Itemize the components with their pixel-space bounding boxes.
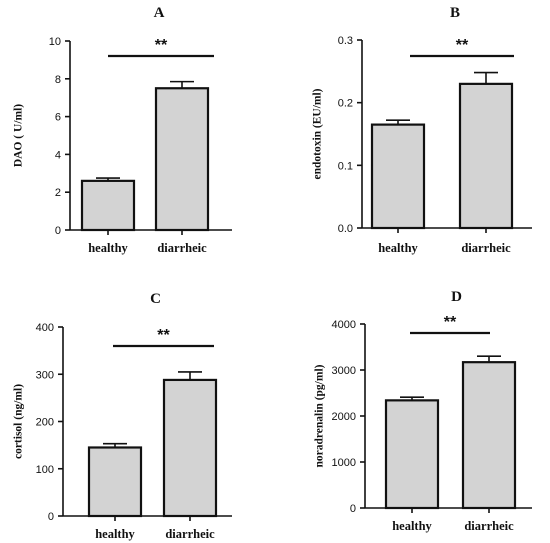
y-tick-label: 3000 <box>332 365 356 377</box>
significance-label: ** <box>456 37 469 54</box>
bar-healthy <box>370 123 426 230</box>
x-category-label: diarrheic <box>157 241 207 255</box>
bar-healthy <box>384 399 440 510</box>
x-category-label: healthy <box>378 241 418 255</box>
y-tick-label: 200 <box>36 417 54 429</box>
x-category-label: healthy <box>88 241 128 255</box>
x-category-label: healthy <box>95 527 135 541</box>
y-tick-label: 0.1 <box>338 160 353 172</box>
bar-healthy <box>80 179 136 232</box>
significance-label: ** <box>157 327 170 344</box>
significance-label: ** <box>155 37 168 54</box>
y-tick-label: 4000 <box>332 319 356 331</box>
y-tick-label: 0 <box>48 511 54 523</box>
bar-healthy <box>87 446 143 518</box>
bar-diarrheic <box>154 87 210 232</box>
y-axis-label: cortisol (ng/ml) <box>13 384 25 459</box>
bar-diarrheic <box>461 361 517 510</box>
bar-diarrheic <box>162 378 218 518</box>
y-tick-label: 10 <box>49 36 61 48</box>
y-tick-label: 4 <box>55 149 61 161</box>
y-tick-label: 400 <box>36 322 54 334</box>
y-tick-label: 0.2 <box>338 98 353 110</box>
panel-letter: D <box>451 289 462 305</box>
y-axis-label: noradrenalin (pg/ml) <box>314 364 326 467</box>
panel-letter: A <box>154 5 165 21</box>
y-tick-label: 0.0 <box>338 223 353 235</box>
y-tick-label: 1000 <box>332 457 356 469</box>
y-tick-label: 100 <box>36 464 54 476</box>
y-axis-label: endotoxin (EU/ml) <box>312 88 324 179</box>
panel-letter: C <box>150 291 161 307</box>
bar-diarrheic <box>458 82 514 230</box>
y-tick-label: 6 <box>55 112 61 124</box>
x-category-label: diarrheic <box>464 519 514 533</box>
y-tick-label: 300 <box>36 369 54 381</box>
y-axis-label: DAO ( U/ml) <box>13 104 25 167</box>
y-tick-label: 0 <box>55 225 61 237</box>
panel-letter: B <box>450 5 460 21</box>
y-tick-label: 0.3 <box>338 35 353 47</box>
y-tick-label: 2 <box>55 187 61 199</box>
significance-label: ** <box>444 314 457 331</box>
y-tick-label: 2000 <box>332 411 356 423</box>
y-tick-label: 0 <box>350 503 356 515</box>
x-category-label: diarrheic <box>165 527 215 541</box>
x-category-label: healthy <box>392 519 432 533</box>
y-tick-label: 8 <box>55 74 61 86</box>
chart-panel-a: A DAO ( U/ml) 0 2 4 6 8 10 healthy diarrheic ** <box>13 5 232 255</box>
x-category-label: diarrheic <box>461 241 511 255</box>
